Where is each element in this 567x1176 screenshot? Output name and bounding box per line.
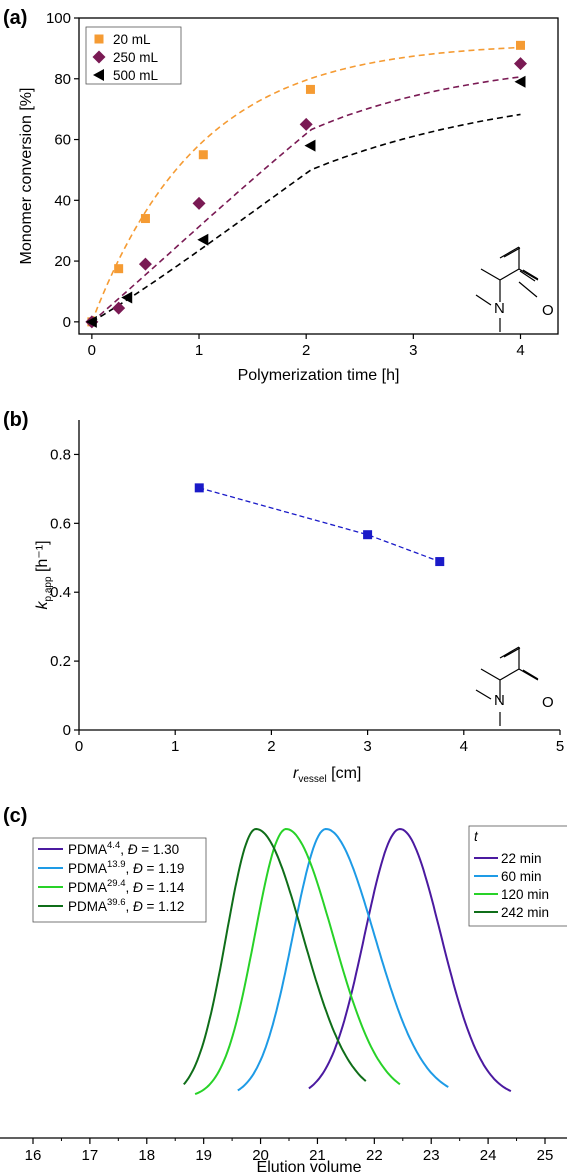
panel-c-trace-0 <box>308 827 512 1093</box>
panel-a-ytick-label: 20 <box>54 253 71 270</box>
panel-a-legend-label-0: 20 mL <box>113 32 151 47</box>
panel-a-structure-n: N <box>494 300 505 317</box>
panel-b-label: (b) <box>3 409 29 431</box>
panel-a-fit-1 <box>91 76 521 323</box>
panel-a-legend-label-2: 500 mL <box>113 68 159 83</box>
panel-b-point <box>363 530 373 540</box>
panel-a-frame <box>78 17 559 335</box>
panel-b-xtick-label: 1 <box>171 738 179 755</box>
panel-a-xtick-label: 2 <box>302 342 310 359</box>
panel-c-legend-left-label-0: PDMA4.4, Đ = 1.30 <box>68 840 179 857</box>
panel-b-xlabel: rvessel [cm] <box>293 765 361 785</box>
panel-c-xtick-label: 18 <box>138 1147 155 1164</box>
panel-c-trace-1 <box>237 827 449 1092</box>
panel-c-xtick-label: 20 <box>252 1147 269 1164</box>
panel-b-ylabel: kp,app [h⁻¹] <box>34 540 54 609</box>
panel-a-point-1 <box>112 301 126 315</box>
panel-b-structure-n: N <box>494 692 505 709</box>
panel-c-legend-left <box>32 837 207 923</box>
panel-c-label: (c) <box>3 805 27 827</box>
panel-a-ytick-label: 100 <box>46 10 71 27</box>
panel-a-point-1 <box>513 57 527 71</box>
panel-a-fit-2 <box>91 113 521 323</box>
panel-c-xtick-label: 23 <box>423 1147 440 1164</box>
panel-a-structure-o: O <box>542 302 554 319</box>
panel-c-trace-2 <box>194 827 401 1096</box>
panel-a-point-2 <box>304 139 316 152</box>
panel-c-legend-left-label-1: PDMA13.9, Đ = 1.19 <box>68 859 184 876</box>
panel-c-legend-right-label-1: 60 min <box>501 869 542 884</box>
panel-b-fit <box>199 487 440 563</box>
panel-c-legend-right-label-2: 120 min <box>501 887 549 902</box>
panel-a-legend-marker-0 <box>94 34 104 44</box>
panel-a-xtick-label: 1 <box>195 342 203 359</box>
panel-c-xtick-label: 25 <box>537 1147 554 1164</box>
panel-b-ytick-label: 0.4 <box>50 584 71 601</box>
panel-b-xtick-label: 5 <box>556 738 564 755</box>
panel-c-xtick-label: 24 <box>480 1147 497 1164</box>
panel-c-legend-left-label-3: PDMA39.6, Đ = 1.12 <box>68 897 184 914</box>
panel-a-label: (a) <box>3 7 27 29</box>
panel-a-point-1 <box>138 257 152 271</box>
panel-a-point-0 <box>140 214 150 224</box>
panel-a-point-2 <box>197 233 209 246</box>
panel-b-ytick-label: 0.8 <box>50 446 71 463</box>
panel-a-legend-label-1: 250 mL <box>113 50 159 65</box>
panel-c-legend-right-label-3: 242 min <box>501 905 549 920</box>
panel-a-point-2 <box>121 291 133 304</box>
panel-b-xtick-label: 3 <box>363 738 371 755</box>
panel-a-point-0 <box>198 150 208 160</box>
panel-a-point-2 <box>85 315 97 328</box>
panel-a-legend-marker-1 <box>92 50 106 64</box>
panel-a-xtick-label: 3 <box>409 342 417 359</box>
panel-a-xtick-label: 0 <box>88 342 96 359</box>
panel-c-xtick-label: 22 <box>366 1147 383 1164</box>
panel-a-xtick-label: 4 <box>516 342 524 359</box>
panel-c-legend-right-title: t <box>474 829 479 844</box>
panel-b-structure <box>475 646 539 726</box>
panel-a-ylabel: Monomer conversion [%] <box>18 88 35 265</box>
panel-a-fit-0 <box>91 46 521 323</box>
panel-c-xtick-label: 19 <box>195 1147 212 1164</box>
panel-b-xtick-label: 0 <box>75 738 83 755</box>
panel-a-point-2 <box>514 75 526 88</box>
panel-c-xtick-label: 21 <box>309 1147 326 1164</box>
panel-a-ytick-label: 40 <box>54 192 71 209</box>
panel-a-legend-marker-2 <box>93 69 104 81</box>
panel-b-point <box>194 483 204 493</box>
panel-b-ytick-label: 0.6 <box>50 515 71 532</box>
panel-b-ytick-label: 0 <box>63 722 71 739</box>
panel-b-ytick-label: 0.2 <box>50 653 71 670</box>
panel-c-legend-right-label-0: 22 min <box>501 851 542 866</box>
panel-a-point-1 <box>192 196 206 210</box>
panel-a-xlabel: Polymerization time [h] <box>238 367 400 384</box>
panel-b-point <box>435 557 445 567</box>
panel-c-xtick-label: 16 <box>25 1147 42 1164</box>
panel-a-point-0 <box>305 84 315 94</box>
panel-c-xtick-label: 17 <box>82 1147 99 1164</box>
panel-a-point-0 <box>114 264 124 274</box>
panel-b-xtick-label: 2 <box>267 738 275 755</box>
panel-b-xtick-label: 4 <box>460 738 468 755</box>
panel-b-structure-o: O <box>542 694 554 711</box>
panel-a-ytick-label: 60 <box>54 132 71 149</box>
panel-a-ytick-label: 80 <box>54 71 71 88</box>
panel-a-point-0 <box>515 40 525 50</box>
panel-c-trace-3 <box>183 827 367 1086</box>
panel-c-xlabel: Elution volume <box>257 1159 362 1176</box>
panel-a-point-1 <box>299 117 313 131</box>
panel-c-legend-left-label-2: PDMA29.4, Đ = 1.14 <box>68 878 185 895</box>
panel-a-ytick-label: 0 <box>63 314 71 331</box>
panel-a-structure <box>475 246 539 332</box>
